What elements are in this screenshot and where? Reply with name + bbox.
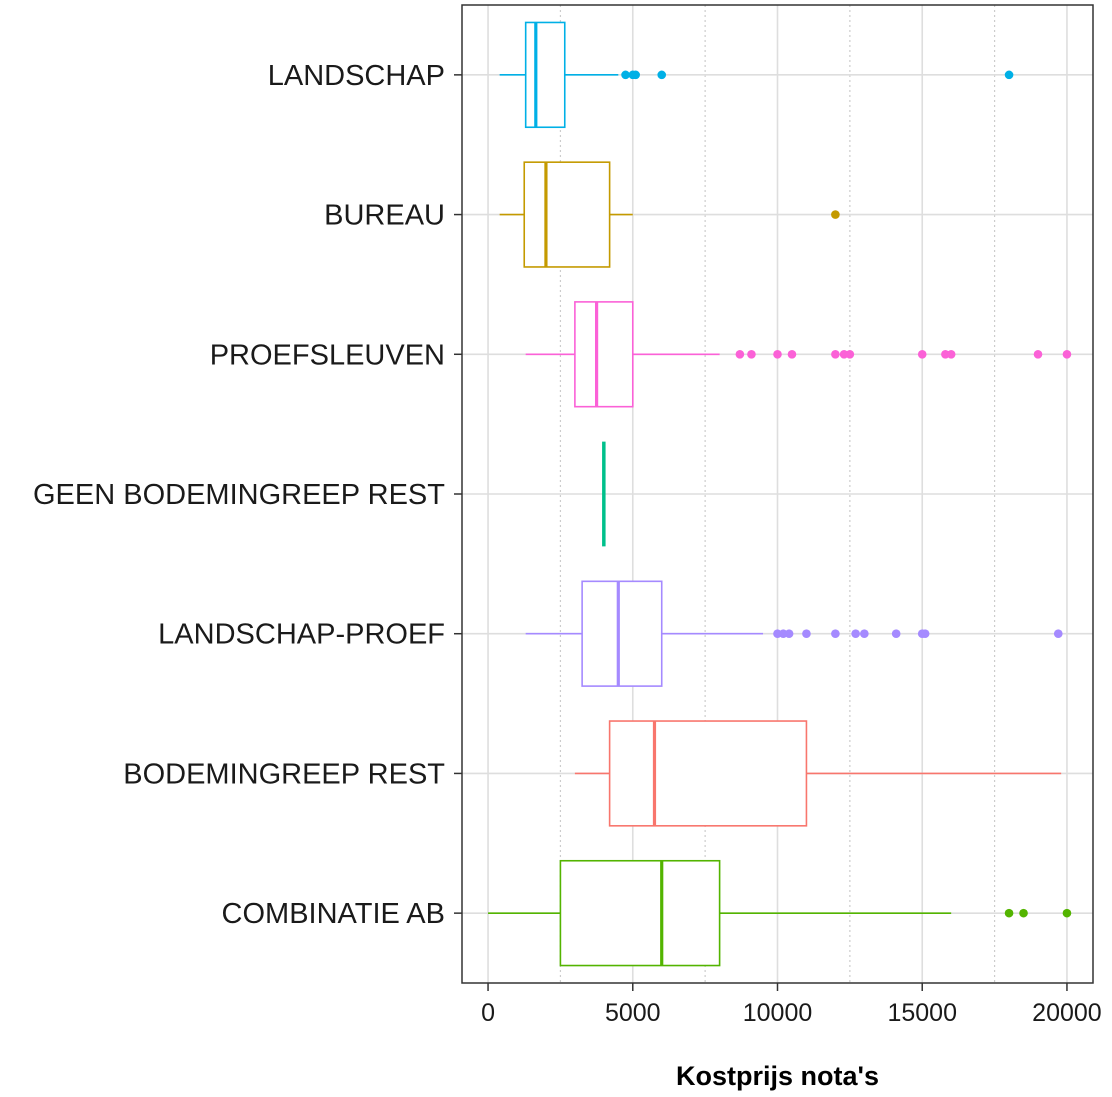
outlier-point	[802, 629, 811, 639]
y-tick-label: BODEMINGREEP REST	[123, 758, 445, 790]
y-tick-label: LANDSCHAP-PROEF	[158, 619, 445, 651]
y-tick-label: COMBINATIE AB	[222, 898, 445, 930]
outlier-point	[784, 629, 794, 639]
outlier-point	[773, 349, 782, 359]
outlier-point	[845, 349, 855, 359]
box-bureau	[499, 161, 840, 268]
outlier-point	[631, 70, 640, 80]
y-tick-label: PROEFSLEUVEN	[210, 339, 445, 371]
outlier-point	[851, 629, 860, 639]
box-layer	[488, 21, 1072, 967]
outlier-point	[621, 70, 630, 80]
box-combinatie-ab	[488, 859, 1072, 967]
box-iqr	[524, 21, 566, 129]
outlier-point	[1004, 70, 1014, 80]
box-bodemingreep-rest	[574, 720, 1062, 827]
x-tick-label: 5000	[605, 999, 661, 1027]
outlier-point	[860, 629, 869, 639]
outlier-point	[917, 349, 927, 359]
outlier-point	[657, 70, 667, 80]
x-axis-title: Kostprijs nota's	[676, 1061, 879, 1091]
box-iqr	[559, 859, 721, 967]
x-tick-label: 10000	[743, 999, 813, 1027]
outlier-point	[1004, 908, 1014, 918]
y-tick-label: GEEN BODEMINGREEP REST	[33, 479, 445, 511]
x-tick-label: 15000	[887, 999, 957, 1027]
x-tick-label: 0	[481, 999, 495, 1027]
outlier-point	[920, 629, 930, 639]
box-iqr	[581, 580, 663, 687]
y-tick-label: BUREAU	[324, 200, 445, 232]
outlier-point	[747, 349, 756, 359]
box-landschap	[499, 21, 1014, 129]
outlier-point	[787, 349, 797, 359]
grid-layer	[462, 5, 1093, 983]
x-tick-label: 20000	[1032, 999, 1102, 1027]
box-proefsleuven	[525, 301, 1072, 408]
outlier-point	[1062, 349, 1072, 359]
outlier-point	[1033, 349, 1043, 359]
outlier-point	[831, 349, 840, 359]
outlier-point	[891, 629, 901, 639]
axis-layer: LANDSCHAP BUREAU PROEFSLEUVEN GEEN BODEMING…	[33, 60, 1102, 1027]
box-iqr	[608, 720, 808, 827]
outlier-point	[831, 629, 840, 639]
outlier-point	[831, 210, 840, 219]
outlier-point	[1062, 908, 1072, 918]
outlier-point	[1019, 908, 1028, 918]
box-landschap-proef	[525, 580, 1063, 687]
outlier-point	[946, 349, 956, 359]
box-iqr	[574, 301, 634, 408]
outlier-point	[735, 349, 745, 359]
y-tick-label: LANDSCHAP	[268, 60, 445, 92]
box-iqr	[523, 161, 611, 268]
outlier-point	[1053, 629, 1063, 639]
